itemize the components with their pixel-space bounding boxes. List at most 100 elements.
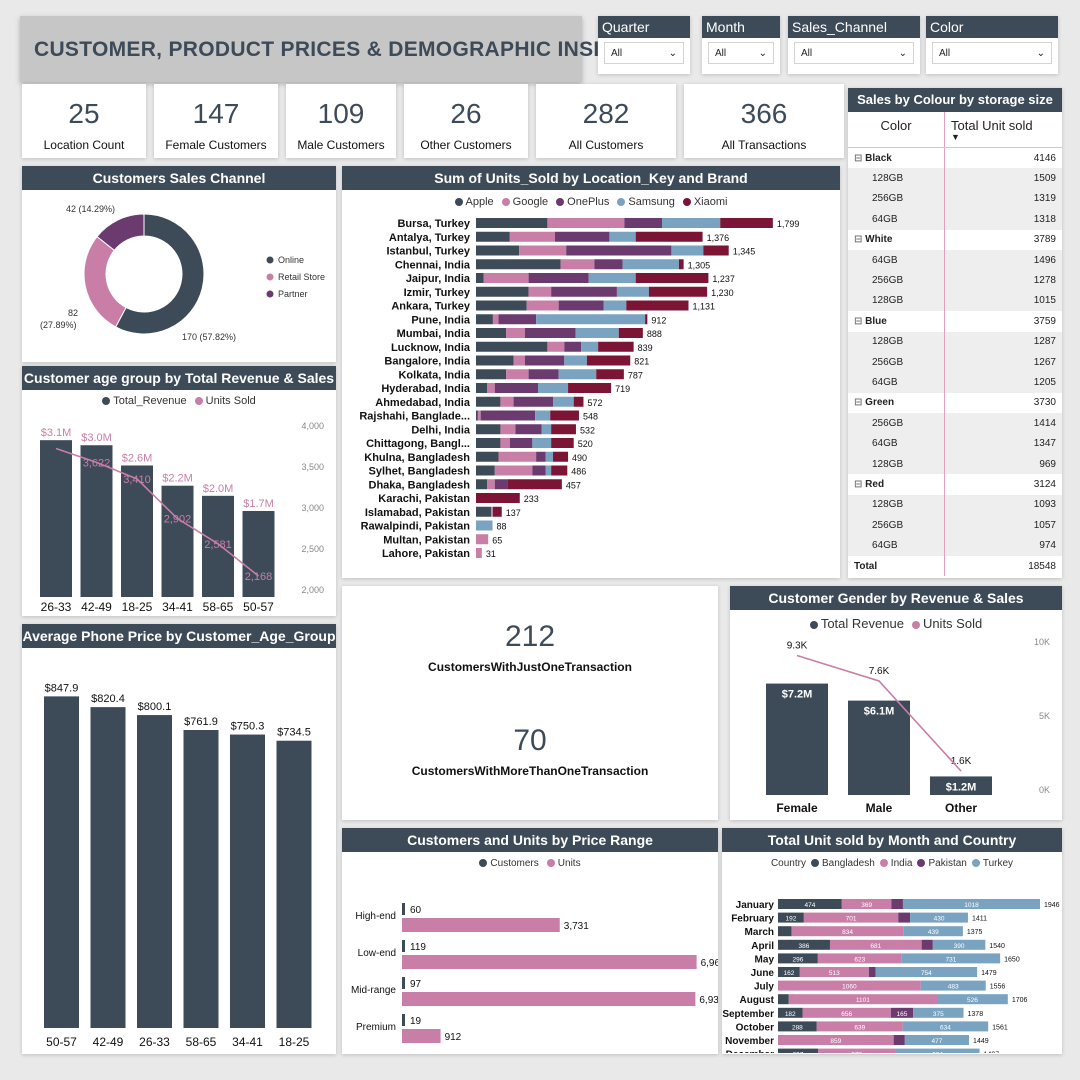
legend-item-oneplus[interactable]: OnePlus: [556, 196, 609, 208]
storage-row[interactable]: 64GB 1318: [848, 209, 1062, 230]
slicer-quarter-value: All: [611, 47, 623, 59]
location-bar-segment-google: [498, 451, 537, 462]
legend-item-turkey[interactable]: Turkey: [971, 858, 1013, 869]
storage-row[interactable]: 64GB 1347: [848, 433, 1062, 454]
color-group-row[interactable]: ⊟ Blue 3759: [848, 311, 1062, 332]
storage-row[interactable]: 256GB 1278: [848, 270, 1062, 291]
color-group-row[interactable]: ⊟ Red 3124: [848, 474, 1062, 495]
location-label: Karachi, Pakistan: [378, 493, 470, 505]
chevron-down-icon: ⌄: [898, 47, 907, 59]
location-bar-segment-oneplus: [564, 341, 582, 352]
collapse-icon[interactable]: ⊟: [854, 315, 866, 327]
col-header-total[interactable]: Total Unit sold ▼: [944, 112, 1062, 147]
storage-row[interactable]: 64GB 1205: [848, 372, 1062, 393]
month-label: May: [755, 954, 775, 965]
color-group-row[interactable]: ⊟ Green 3730: [848, 392, 1062, 414]
storage-row[interactable]: 128GB 969: [848, 453, 1062, 475]
total-row[interactable]: Total 18548: [848, 555, 1062, 577]
legend-item-revenue[interactable]: Total_Revenue: [102, 395, 187, 407]
collapse-icon[interactable]: ⊟: [854, 478, 866, 490]
legend-item-units[interactable]: Units Sold: [911, 616, 982, 631]
month-bar-segment-turkey: [910, 912, 968, 923]
month-total-label: 1497: [984, 1052, 1000, 1053]
month-segment-label: 576: [851, 1052, 862, 1053]
collapse-icon[interactable]: ⊟: [854, 152, 866, 164]
month-bar-segment-india: [817, 953, 902, 964]
location-bar-segment-samsung: [671, 245, 704, 256]
legend-item-units[interactable]: Units: [546, 858, 581, 869]
slicer-color-dropdown[interactable]: All ⌄: [932, 42, 1052, 64]
legend-item-samsung[interactable]: Samsung: [617, 196, 675, 208]
slicer-month[interactable]: Month All ⌄: [702, 16, 780, 74]
location-bar-segment-apple: [476, 328, 507, 338]
month-label: June: [751, 968, 775, 979]
location-bar-segment-oneplus: [536, 451, 546, 462]
month-bar-segment-bangladesh: [778, 994, 789, 1005]
storage-row[interactable]: 128GB 1093: [848, 494, 1062, 516]
storage-row[interactable]: 256GB 1319: [848, 188, 1062, 210]
location-bar-segment-samsung: [575, 328, 619, 338]
location-label: Chittagong, Bangl...: [366, 438, 470, 450]
month-segment-label: 834: [842, 929, 853, 936]
avg-price-bar-42-49: [90, 707, 126, 1028]
location-label: Rajshahi, Banglade...: [359, 411, 470, 423]
right-axis-tick: 10K: [1034, 637, 1050, 647]
storage-row[interactable]: 128GB 1015: [848, 290, 1062, 312]
location-bar-segment-google: [513, 355, 525, 366]
month-label: October: [736, 1022, 774, 1033]
slicer-month-dropdown[interactable]: All ⌄: [708, 42, 774, 64]
location-bar-segment-samsung: [536, 314, 646, 325]
gender-category-label: Female: [776, 801, 818, 815]
slicer-color[interactable]: Color All ⌄: [926, 16, 1058, 74]
legend-item-google[interactable]: Google: [501, 196, 548, 208]
location-bar-segment-oneplus: [528, 273, 589, 283]
location-bar-segment-oneplus: [551, 286, 617, 297]
gender-units-line: [796, 654, 962, 772]
month-bar-segment-bangladesh: [778, 926, 792, 937]
legend-item-xiaomi[interactable]: Xiaomi: [682, 196, 727, 208]
slicer-sales-channel[interactable]: Sales_Channel All ⌄: [788, 16, 920, 74]
storage-row[interactable]: 128GB 1287: [848, 331, 1062, 352]
location-bar-segment-apple: [476, 259, 561, 270]
slicer-quarter-dropdown[interactable]: All ⌄: [604, 42, 684, 64]
collapse-icon[interactable]: ⊟: [854, 397, 866, 409]
location-total-label: 719: [615, 384, 630, 394]
col-header-color[interactable]: Color: [880, 118, 912, 133]
location-bar-segment-samsung: [538, 383, 569, 393]
price-range-customers-bar: [402, 903, 405, 915]
storage-row[interactable]: 64GB 1496: [848, 249, 1062, 271]
price-range-customers-bar: [402, 977, 405, 989]
avg-price-label: $750.3: [231, 721, 265, 733]
age-rev-label: $2.0M: [203, 483, 234, 495]
location-bar-segment-xiaomi: [551, 424, 576, 435]
legend-item-apple[interactable]: Apple: [454, 196, 494, 208]
collapse-icon[interactable]: ⊟: [854, 234, 866, 246]
slicer-sales-channel-dropdown[interactable]: All ⌄: [794, 42, 914, 64]
slicer-quarter[interactable]: Quarter All ⌄: [598, 16, 690, 74]
month-total-label: 1449: [973, 1038, 989, 1045]
legend-item-pakistan[interactable]: Pakistan: [917, 858, 967, 869]
age-rev-bar-50-57: [242, 511, 275, 597]
month-bar-segment-pakistan: [891, 899, 903, 909]
location-bar-segment-samsung: [603, 300, 627, 311]
storage-row[interactable]: 128GB 1509: [848, 168, 1062, 189]
legend-label-partner: Partner: [278, 289, 308, 299]
slicer-color-value: All: [939, 47, 951, 59]
color-group-row[interactable]: ⊟ White 3789: [848, 229, 1062, 250]
legend-item-customers[interactable]: Customers: [479, 858, 539, 869]
legend-item-units[interactable]: Units Sold: [194, 395, 256, 407]
storage-row[interactable]: 64GB 974: [848, 535, 1062, 556]
location-bar-segment-xiaomi: [573, 396, 584, 407]
month-label: April: [751, 941, 774, 952]
storage-row[interactable]: 256GB 1267: [848, 351, 1062, 373]
legend-item-india[interactable]: India: [879, 858, 912, 869]
color-group-row[interactable]: ⊟ Black 4146: [848, 148, 1062, 169]
storage-row[interactable]: 256GB 1414: [848, 413, 1062, 434]
storage-row[interactable]: 256GB 1057: [848, 515, 1062, 536]
legend-item-revenue[interactable]: Total Revenue: [809, 616, 904, 631]
legend-item-bangladesh[interactable]: Bangladesh: [810, 858, 875, 869]
age-rev-label: $3.0M: [81, 432, 112, 444]
month-segment-label: 624: [932, 1052, 943, 1053]
month-segment-label: 754: [921, 970, 932, 977]
avg-price-card: Average Phone Price by Customer_Age_Grou…: [22, 624, 336, 1054]
